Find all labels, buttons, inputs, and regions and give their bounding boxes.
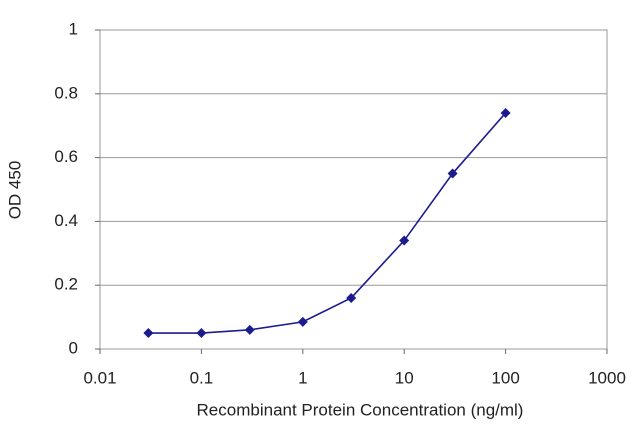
y-tick-label: 0.8 <box>54 83 78 102</box>
data-point <box>244 324 255 335</box>
x-tick-label: 0.1 <box>190 368 214 387</box>
x-tick-label: 100 <box>491 368 519 387</box>
data-point <box>143 328 154 339</box>
plot-frame <box>99 29 608 350</box>
y-tick-label: 0 <box>69 338 78 357</box>
data-point <box>346 292 357 303</box>
series-line <box>148 112 507 334</box>
y-tick-label: 0.6 <box>54 147 78 166</box>
data-point <box>447 168 458 179</box>
y-tick-label: 1 <box>69 19 78 38</box>
data-point <box>500 107 511 118</box>
y-axis-label: OD 450 <box>5 161 24 220</box>
x-tick-label: 0.01 <box>83 368 116 387</box>
data-point <box>196 328 207 339</box>
data-point <box>399 235 410 246</box>
x-tick-label: 10 <box>395 368 414 387</box>
y-tick-label: 0.2 <box>54 275 78 294</box>
data-point <box>297 316 308 327</box>
x-axis-label: Recombinant Protein Concentration (ng/ml… <box>197 400 524 419</box>
y-tick-label: 0.4 <box>54 211 78 230</box>
x-tick-label: 1 <box>298 368 307 387</box>
x-tick-label: 1000 <box>588 368 626 387</box>
